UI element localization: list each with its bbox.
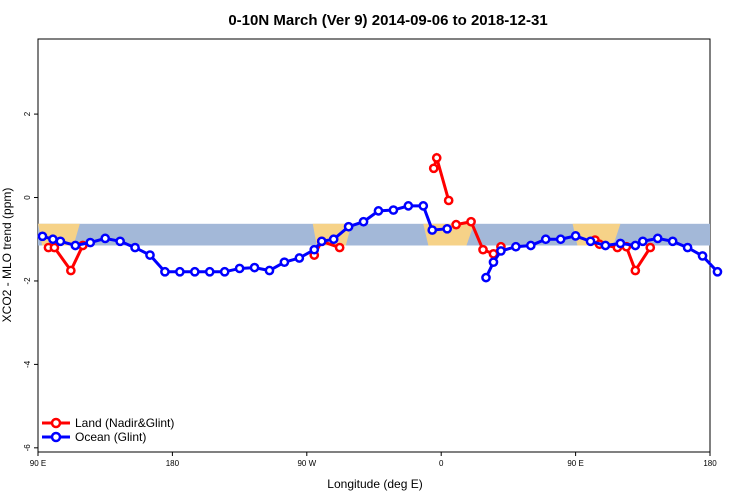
x-tick-label: 90 E xyxy=(567,459,583,468)
data-point xyxy=(555,234,566,245)
data-point xyxy=(175,266,185,277)
data-point xyxy=(496,246,506,256)
data-point xyxy=(279,257,290,268)
legend-ocean-label: Ocean (Glint) xyxy=(75,430,146,444)
y-tick-label: -4 xyxy=(23,360,32,368)
data-point xyxy=(600,240,611,251)
data-point xyxy=(373,206,384,216)
data-point xyxy=(570,231,581,241)
data-point xyxy=(615,238,626,249)
x-axis-label: Longitude (deg E) xyxy=(327,477,422,491)
legend-ocean-marker xyxy=(50,431,62,443)
data-point xyxy=(37,231,48,242)
data-point xyxy=(682,242,693,253)
data-point xyxy=(48,234,58,245)
data-point xyxy=(316,236,327,247)
data-point xyxy=(294,253,305,263)
plot-area xyxy=(37,38,723,453)
chart-title: 0-10N March (Ver 9) 2014-09-06 to 2018-1… xyxy=(228,12,547,29)
data-point xyxy=(431,153,442,163)
data-point xyxy=(160,266,170,277)
data-point xyxy=(466,216,476,227)
y-axis-label: XCO2 - MLO trend (ppm) xyxy=(0,188,14,323)
data-point xyxy=(478,244,488,255)
data-point xyxy=(540,234,551,245)
data-point xyxy=(630,240,641,251)
x-tick-label: 90 E xyxy=(30,459,46,468)
data-point xyxy=(264,265,275,276)
data-point xyxy=(204,266,215,277)
data-point xyxy=(525,240,536,251)
y-tick-label: 0 xyxy=(23,195,32,200)
data-point xyxy=(488,257,499,268)
data-point xyxy=(49,242,60,253)
x-tick-label: 180 xyxy=(166,459,180,468)
data-point xyxy=(481,272,491,283)
x-axis: 90 E 180 90 W 0 90 E 180 xyxy=(30,452,717,468)
y-tick-label: -2 xyxy=(23,277,32,285)
data-point xyxy=(637,236,648,247)
data-point xyxy=(418,201,429,211)
data-point xyxy=(343,221,354,232)
data-point xyxy=(100,233,111,244)
data-point xyxy=(442,223,453,234)
data-point xyxy=(115,236,125,247)
data-point xyxy=(443,195,454,206)
legend-land-label: Land (Nadir&Glint) xyxy=(75,416,174,430)
data-point xyxy=(585,236,596,247)
data-point xyxy=(451,219,461,230)
legend-land-marker xyxy=(50,417,62,429)
data-point xyxy=(667,236,678,247)
data-point xyxy=(427,225,438,235)
data-point xyxy=(697,251,708,261)
y-tick-label: 2 xyxy=(23,111,32,116)
data-point xyxy=(328,234,339,245)
y-tick-label: -6 xyxy=(23,444,32,452)
data-point xyxy=(388,205,399,215)
data-point xyxy=(189,266,200,277)
data-point xyxy=(55,236,66,247)
x-tick-label: 90 W xyxy=(297,459,316,468)
series-ocean xyxy=(37,201,723,283)
data-point xyxy=(652,233,663,244)
data-point xyxy=(145,250,155,260)
data-point xyxy=(234,263,245,274)
data-point xyxy=(712,266,723,277)
data-point xyxy=(130,242,140,253)
data-point xyxy=(645,242,656,253)
data-point xyxy=(249,262,260,273)
data-point xyxy=(85,237,96,248)
legend-item-land: Land (Nadir&Glint) xyxy=(42,416,174,430)
x-tick-label: 0 xyxy=(439,459,444,468)
data-point xyxy=(403,201,414,211)
data-point xyxy=(334,242,345,253)
data-point xyxy=(511,241,521,252)
data-point xyxy=(70,240,81,251)
data-point xyxy=(309,244,320,255)
legend-item-ocean: Ocean (Glint) xyxy=(42,430,146,444)
x-tick-label: 180 xyxy=(703,459,717,468)
data-point xyxy=(66,265,76,276)
data-point xyxy=(358,216,369,227)
data-point xyxy=(630,265,641,276)
legend: Land (Nadir&Glint) Ocean (Glint) xyxy=(42,416,174,444)
y-axis: -6 -4 -2 0 2 xyxy=(23,111,38,451)
series-layer xyxy=(37,152,723,283)
data-point xyxy=(219,266,230,277)
series-land xyxy=(43,152,656,276)
data-point xyxy=(428,163,439,174)
